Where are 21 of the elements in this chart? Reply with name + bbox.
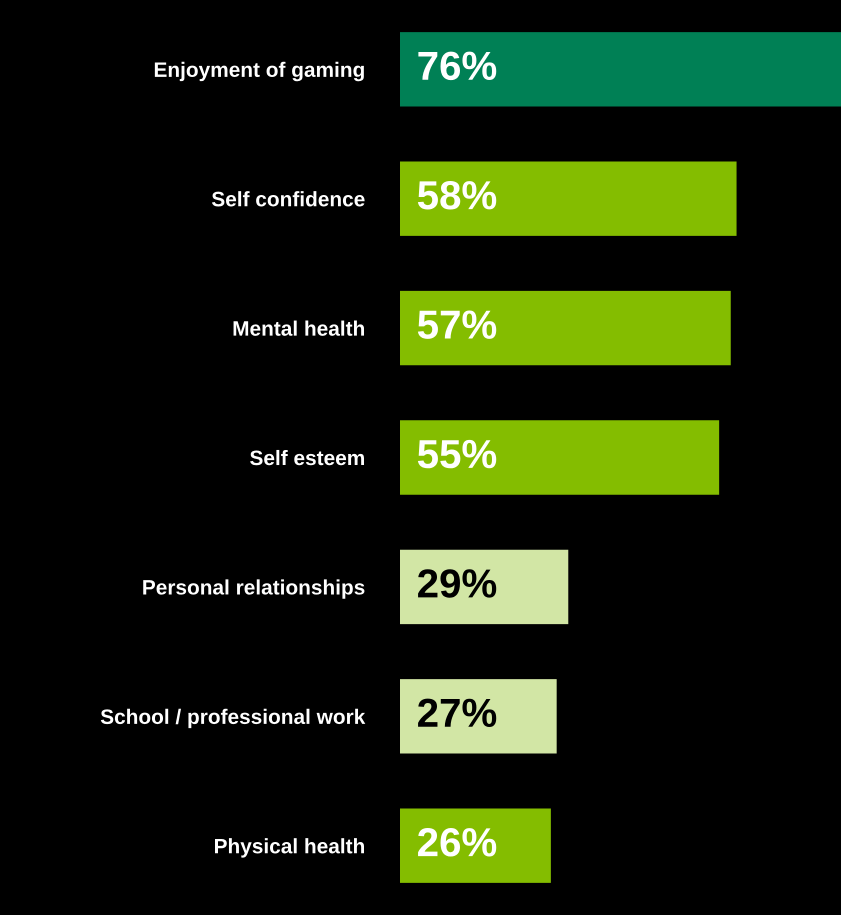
y-tick-label: Physical health bbox=[215, 838, 364, 858]
bar bbox=[400, 32, 841, 106]
data-label: 26% bbox=[418, 828, 496, 857]
data-label: 57% bbox=[418, 310, 496, 339]
y-tick-label: Self confidence bbox=[212, 191, 365, 206]
bar bbox=[400, 679, 557, 754]
y-tick-label: Personal relationships bbox=[143, 579, 364, 599]
data-label: 29% bbox=[418, 569, 496, 598]
data-label: 55% bbox=[418, 440, 496, 468]
y-tick-label: Mental health bbox=[234, 320, 364, 336]
y-tick-label: Enjoyment of gaming bbox=[154, 62, 364, 82]
bar bbox=[400, 420, 720, 495]
y-tick-label: Self esteem bbox=[250, 450, 364, 466]
bar bbox=[400, 161, 737, 236]
bar bbox=[400, 550, 568, 624]
data-label: 76% bbox=[418, 52, 496, 80]
bar bbox=[400, 290, 731, 366]
data-label: 58% bbox=[418, 180, 496, 210]
y-tick-label: School / professional work bbox=[100, 708, 366, 728]
bar bbox=[400, 808, 551, 883]
data-label: 27% bbox=[418, 698, 496, 728]
